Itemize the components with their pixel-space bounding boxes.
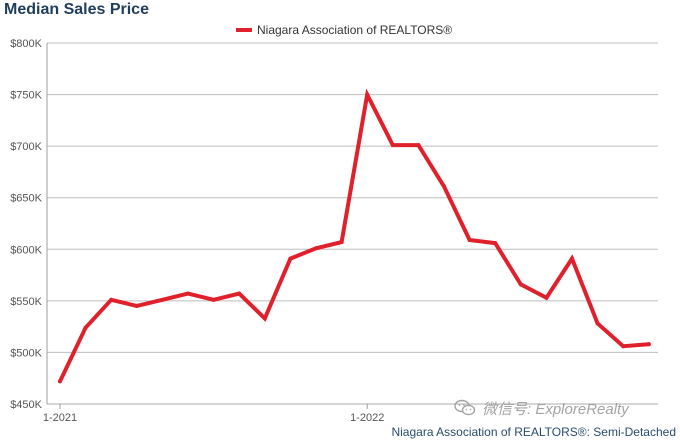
x-tick-label: 1-2022 <box>350 412 384 424</box>
data-point[interactable] <box>518 282 523 287</box>
x-tick-label: 1-2021 <box>43 412 77 424</box>
data-point[interactable] <box>544 295 549 300</box>
series-lines <box>58 88 651 384</box>
data-point[interactable] <box>467 238 472 243</box>
data-point[interactable] <box>646 342 651 347</box>
data-point[interactable] <box>58 379 62 384</box>
data-point[interactable] <box>570 256 574 261</box>
y-tick-label: $700K <box>10 141 42 153</box>
data-point[interactable] <box>288 256 293 261</box>
y-tick-label: $500K <box>10 347 42 359</box>
data-point[interactable] <box>390 143 395 148</box>
y-tick-label: $450K <box>10 399 42 411</box>
data-point[interactable] <box>237 291 242 296</box>
data-point[interactable] <box>262 316 267 321</box>
data-point[interactable] <box>314 246 318 251</box>
series-line[interactable] <box>58 88 651 384</box>
data-point[interactable] <box>416 143 421 148</box>
source-note: Niagara Association of REALTORS®: Semi-D… <box>391 425 676 439</box>
data-point[interactable] <box>595 321 600 326</box>
data-point[interactable] <box>134 304 139 309</box>
y-tick-label: $550K <box>10 296 42 308</box>
data-point[interactable] <box>83 325 88 330</box>
legend-swatch <box>236 28 252 32</box>
axes <box>46 43 368 409</box>
wechat-icon <box>454 399 476 416</box>
data-point[interactable] <box>365 92 370 97</box>
data-point[interactable] <box>211 297 216 302</box>
data-point[interactable] <box>339 240 344 245</box>
chart-title: Median Sales Price <box>4 1 149 18</box>
y-tick-label: $650K <box>10 193 42 205</box>
data-point[interactable] <box>160 297 165 302</box>
y-tick-label: $750K <box>10 90 42 102</box>
x-axis-labels: 1-2021 1-2022 <box>43 412 384 424</box>
watermark-text: 微信号: ExploreRealty <box>482 400 629 418</box>
data-point[interactable] <box>493 241 498 246</box>
data-point[interactable] <box>186 291 190 296</box>
y-axis-labels: $450K $500K $550K $600K $650K $700K $750K $800K <box>10 38 42 411</box>
y-tick-label: $600K <box>10 244 42 256</box>
grid-lines <box>47 42 658 405</box>
data-point[interactable] <box>109 297 114 302</box>
data-point[interactable] <box>442 184 446 189</box>
y-tick-label: $800K <box>10 38 42 50</box>
legend[interactable]: Niagara Association of REALTORS® <box>236 22 452 38</box>
legend-label: Niagara Association of REALTORS® <box>257 23 453 37</box>
data-point[interactable] <box>621 344 626 349</box>
watermark: 微信号: ExploreRealty <box>454 398 629 418</box>
